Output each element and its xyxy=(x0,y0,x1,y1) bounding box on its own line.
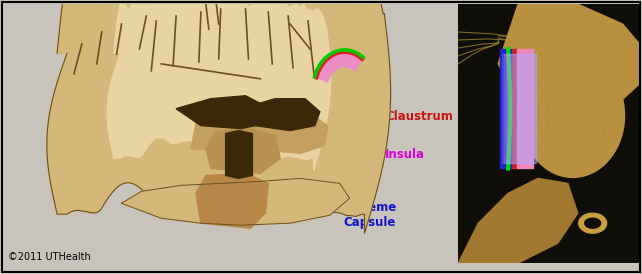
Polygon shape xyxy=(176,96,270,129)
Text: External
Capsule: External Capsule xyxy=(268,34,371,109)
Polygon shape xyxy=(121,178,350,225)
Polygon shape xyxy=(107,0,331,170)
Polygon shape xyxy=(226,131,252,178)
Polygon shape xyxy=(511,49,517,169)
Polygon shape xyxy=(458,178,578,263)
Polygon shape xyxy=(521,54,625,177)
Polygon shape xyxy=(578,213,607,233)
Polygon shape xyxy=(191,114,270,153)
Polygon shape xyxy=(318,54,361,82)
Polygon shape xyxy=(585,218,601,228)
Polygon shape xyxy=(196,173,268,228)
Polygon shape xyxy=(504,54,536,164)
Polygon shape xyxy=(500,49,511,169)
Polygon shape xyxy=(241,99,320,131)
Polygon shape xyxy=(498,4,639,114)
Text: Insula: Insula xyxy=(290,145,425,161)
Polygon shape xyxy=(517,49,533,169)
Polygon shape xyxy=(502,54,536,164)
Polygon shape xyxy=(206,129,280,173)
Polygon shape xyxy=(250,114,328,153)
Text: Extreme
Capsule: Extreme Capsule xyxy=(290,167,397,229)
Text: ©2011 UTHealth: ©2011 UTHealth xyxy=(8,252,91,262)
Polygon shape xyxy=(506,54,536,164)
Text: Claustrum: Claustrum xyxy=(290,110,453,129)
Polygon shape xyxy=(47,0,390,233)
